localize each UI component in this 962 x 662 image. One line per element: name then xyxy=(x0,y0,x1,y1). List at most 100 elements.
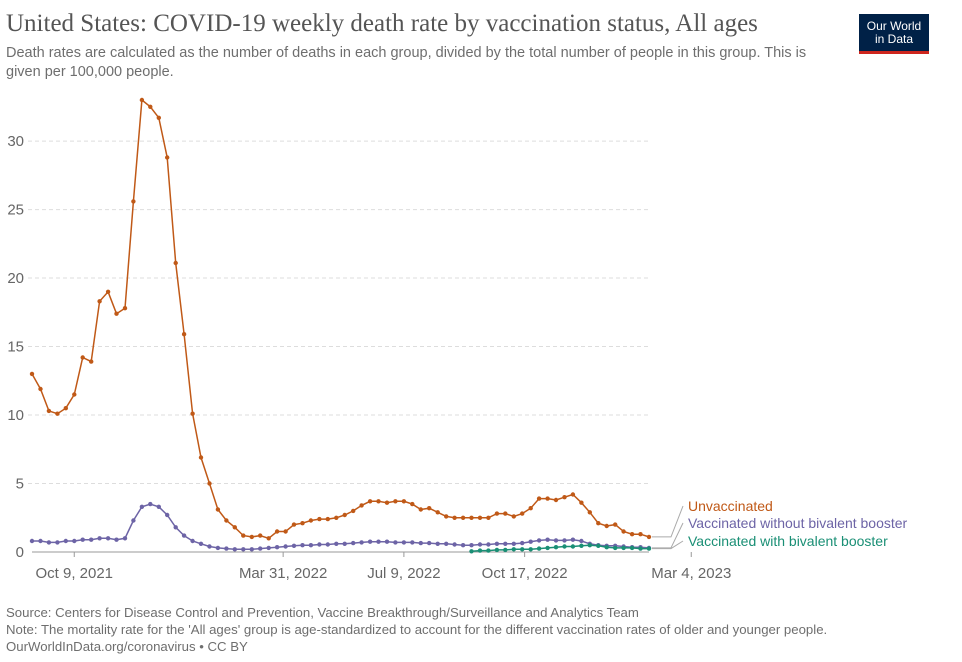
data-point xyxy=(291,522,297,527)
y-tick-label: 5 xyxy=(16,476,24,493)
data-point xyxy=(401,540,407,545)
data-point xyxy=(613,522,618,527)
data-point xyxy=(80,355,85,360)
data-point xyxy=(241,533,246,538)
line-chart: 0 5 10 15 20 25 30 Oct 9, 2021 Mar 31, 2022 Jul 9… xyxy=(7,97,908,582)
x-tick-label: Mar 4, 2023 xyxy=(651,565,731,582)
chart-footer: Source: Centers for Disease Control and … xyxy=(6,604,956,655)
y-tick-label: 10 xyxy=(7,407,24,424)
data-point xyxy=(173,260,178,266)
data-point xyxy=(528,539,533,544)
x-tick-label: Jul 9, 2022 xyxy=(367,565,440,582)
data-point xyxy=(72,392,77,397)
data-point xyxy=(511,541,516,546)
data-point xyxy=(528,506,533,511)
data-point xyxy=(604,545,609,550)
data-point xyxy=(646,546,652,551)
data-point xyxy=(148,501,153,507)
data-point xyxy=(477,515,483,520)
legend-label: Unvaccinated xyxy=(688,498,773,514)
data-point xyxy=(427,506,432,511)
data-point xyxy=(545,545,550,551)
data-point xyxy=(308,543,314,548)
methodology-note: Note: The mortality rate for the 'All ag… xyxy=(6,622,828,637)
data-point xyxy=(207,481,212,486)
data-point xyxy=(122,306,128,311)
data-point xyxy=(435,541,440,546)
data-point xyxy=(562,544,567,549)
data-point xyxy=(80,537,85,542)
data-point xyxy=(198,541,204,546)
data-point xyxy=(444,514,449,519)
credit-link[interactable]: OurWorldInData.org/coronavirus • CC BY xyxy=(6,639,248,654)
data-point xyxy=(249,547,254,552)
data-point xyxy=(72,538,77,544)
data-point xyxy=(401,499,407,504)
data-point xyxy=(460,543,466,548)
data-point xyxy=(300,543,305,548)
data-point xyxy=(359,540,364,545)
data-point xyxy=(38,538,43,544)
data-point xyxy=(410,501,415,507)
data-point xyxy=(317,516,322,522)
data-point xyxy=(503,541,508,546)
data-point xyxy=(181,332,187,337)
data-point xyxy=(587,510,592,515)
data-point xyxy=(638,532,643,537)
data-point xyxy=(46,408,52,414)
data-point xyxy=(469,543,474,548)
data-point xyxy=(646,534,652,540)
data-point xyxy=(520,511,525,516)
data-point xyxy=(393,540,398,545)
data-point xyxy=(486,548,491,553)
data-point xyxy=(427,540,432,546)
data-point xyxy=(215,545,221,551)
data-point xyxy=(274,529,280,534)
data-point xyxy=(198,455,204,460)
data-point xyxy=(418,540,423,546)
data-point xyxy=(325,542,330,547)
logo-line-1: Our World xyxy=(866,19,922,33)
data-point xyxy=(342,512,347,518)
y-tick-label: 0 xyxy=(16,544,24,561)
data-point xyxy=(562,495,567,500)
data-point xyxy=(89,537,94,542)
data-point xyxy=(494,511,500,516)
data-point xyxy=(190,411,195,416)
data-point xyxy=(553,497,559,503)
data-point xyxy=(63,406,68,411)
y-tick-label: 30 xyxy=(7,133,24,150)
data-point xyxy=(629,545,635,551)
data-point xyxy=(393,499,398,504)
data-point xyxy=(308,518,314,523)
data-point xyxy=(334,515,339,520)
data-point xyxy=(317,542,322,547)
data-point xyxy=(511,514,516,519)
legend-connector xyxy=(652,522,684,549)
data-point xyxy=(376,539,381,544)
data-point xyxy=(55,411,60,416)
data-point xyxy=(207,544,212,549)
chart-subtitle: Death rates are calculated as the number… xyxy=(6,45,807,80)
data-point xyxy=(494,547,500,553)
legend-label: Vaccinated with bivalent booster xyxy=(688,533,888,549)
y-tick-label: 15 xyxy=(7,339,24,356)
data-point xyxy=(613,545,618,551)
data-point xyxy=(367,499,373,504)
data-point xyxy=(486,515,491,520)
data-point xyxy=(291,543,297,548)
data-point xyxy=(579,500,584,505)
data-point xyxy=(367,539,373,544)
data-point xyxy=(545,537,550,542)
owid-logo[interactable]: Our World in Data xyxy=(859,14,929,54)
data-point xyxy=(621,545,626,551)
data-point xyxy=(105,536,111,541)
data-point xyxy=(156,504,161,509)
data-point xyxy=(105,289,111,294)
data-point xyxy=(410,540,415,545)
data-point xyxy=(570,492,576,497)
data-point xyxy=(249,534,254,540)
data-point xyxy=(579,543,584,548)
legend-label: Vaccinated without bivalent booster xyxy=(688,515,908,531)
series-line-0 xyxy=(31,98,650,540)
